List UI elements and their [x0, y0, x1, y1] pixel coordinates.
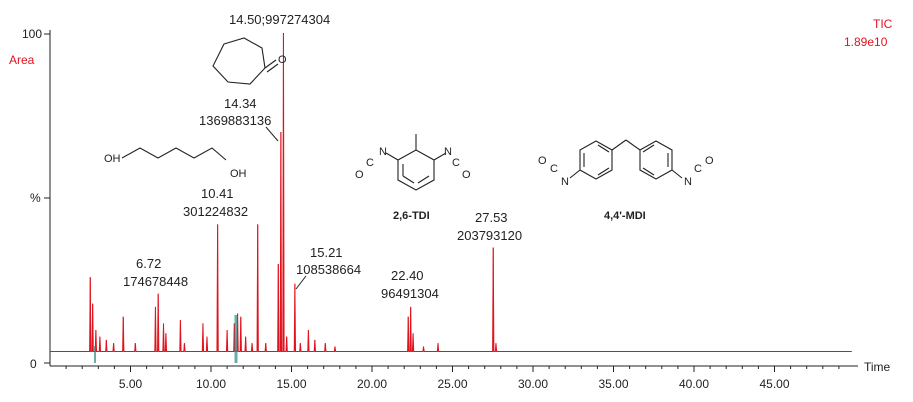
butanediol-structure: OH OH [104, 147, 247, 180]
butanediol-oh-right: OH [230, 168, 247, 180]
mdi-o-right: O [705, 155, 714, 167]
peak-label-6-72-area: 174678448 [123, 274, 188, 289]
peak-label-10-41-rt: 10.41 [201, 186, 234, 201]
tdi-c-right: C [452, 157, 460, 169]
peak-label-14-34-area: 1369883136 [199, 113, 271, 128]
x-axis-label: Time [864, 360, 891, 374]
peak-label-14-34-rt: 14.34 [224, 96, 257, 111]
x-tick-labels: 5.00 10.00 15.00 20.00 25.00 30.00 35.00 40.00 4… [119, 377, 790, 391]
mdi-c-right: C [694, 163, 702, 175]
x-tick-label: 25.00 [437, 377, 467, 391]
mdi-o-left: O [538, 155, 547, 167]
mdi-c-left: C [550, 163, 558, 175]
y-axis-area-label: Area [9, 53, 35, 67]
peak-marks [89, 33, 497, 352]
x-tick-label: 20.00 [357, 377, 387, 391]
mdi-n-left: N [561, 176, 569, 188]
y-tick-label-0: 0 [30, 357, 37, 371]
trace-max-intensity: 1.89e10 [844, 35, 888, 49]
peak-pointer-14-34 [265, 126, 279, 142]
peak-label-22-40-rt: 22.40 [391, 268, 424, 283]
peak-label-27-53-area: 203793120 [457, 228, 522, 243]
x-tick-label: 45.00 [759, 377, 789, 391]
tdi-label: 2,6-TDI [393, 210, 430, 222]
peak-label-14-50: 14.50;997274304 [229, 12, 330, 27]
x-tick-label: 10.00 [196, 377, 226, 391]
tdi-c-left: C [366, 157, 374, 169]
peak-label-27-53-rt: 27.53 [475, 210, 508, 225]
tdi-o-right: O [462, 169, 471, 181]
tdi-o-left: O [355, 169, 364, 181]
x-tick-label: 40.00 [679, 377, 709, 391]
tdi-n-left: N [379, 146, 387, 158]
trace-name: TIC [873, 17, 893, 31]
mdi-label: 4,4'-MDI [604, 210, 646, 222]
tdi-structure: N C O N C O 2,6-TDI [355, 134, 471, 222]
peak-label-10-41-area: 301224832 [183, 204, 248, 219]
peak-label-6-72-rt: 6.72 [136, 256, 161, 271]
caprolactone-carbonyl-o: O [278, 54, 287, 66]
tic-trace [50, 32, 852, 352]
peak-label-22-40-area: 96491304 [381, 286, 439, 301]
peak-label-15-21-rt: 15.21 [310, 245, 343, 260]
x-ticks [65, 366, 840, 372]
x-tick-label: 5.00 [119, 377, 143, 391]
x-tick-label: 30.00 [518, 377, 548, 391]
y-tick-label-100: 100 [22, 27, 42, 41]
caprolactone-structure: O [212, 37, 287, 85]
x-tick-label: 35.00 [598, 377, 628, 391]
y-axis-percent-label: % [30, 191, 41, 205]
peak-label-15-21-area: 108538664 [296, 262, 361, 277]
butanediol-oh-left: OH [104, 153, 121, 165]
peak-pointer-15-21 [295, 275, 307, 290]
mdi-n-right: N [684, 176, 692, 188]
tdi-n-right: N [444, 146, 452, 158]
mdi-structure: N C O N C O 4,4'-MDI [538, 139, 714, 222]
x-tick-label: 15.00 [276, 377, 306, 391]
